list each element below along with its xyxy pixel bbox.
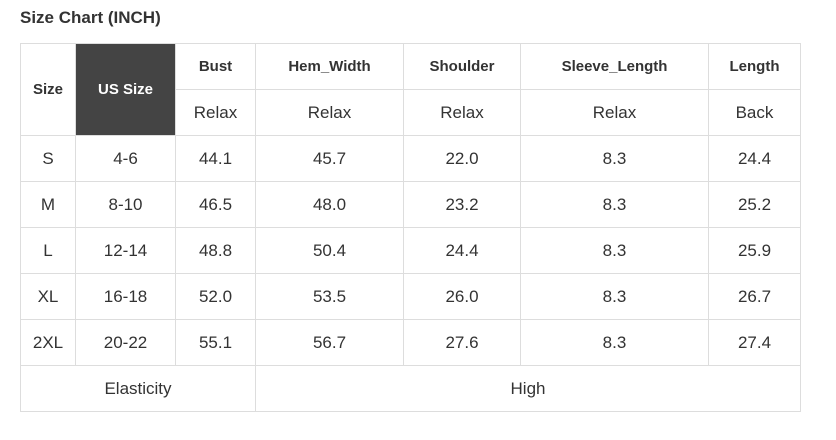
subheader-cell: Relax <box>175 89 256 136</box>
table-row: XL 16-18 52.0 53.5 26.0 8.3 26.7 <box>20 273 801 320</box>
table-cell: L <box>20 227 76 274</box>
size-table: Size US Size Bust Hem_Width Shoulder Sleeve_L… <box>20 43 801 412</box>
table-row: Elasticity High <box>20 365 801 412</box>
table-cell: 50.4 <box>255 227 404 274</box>
table-cell: 16-18 <box>75 273 176 320</box>
table-cell: 48.0 <box>255 181 404 228</box>
table-cell: M <box>20 181 76 228</box>
table-cell: 22.0 <box>403 135 521 182</box>
table-row: Size US Size Bust Hem_Width Shoulder Sleeve_L… <box>20 43 801 136</box>
table-row: 2XL 20-22 55.1 56.7 27.6 8.3 27.4 <box>20 319 801 366</box>
header-cell: US Size <box>75 43 176 136</box>
table-cell: 52.0 <box>175 273 256 320</box>
table-row: S 4-6 44.1 45.7 22.0 8.3 24.4 <box>20 135 801 182</box>
subheader-cell: Relax <box>255 89 404 136</box>
table-row: M 8-10 46.5 48.0 23.2 8.3 25.2 <box>20 181 801 228</box>
table-cell: 26.0 <box>403 273 521 320</box>
table-cell: 20-22 <box>75 319 176 366</box>
table-cell: S <box>20 135 76 182</box>
table-cell: 23.2 <box>403 181 521 228</box>
table-cell: XL <box>20 273 76 320</box>
table-cell: 55.1 <box>175 319 256 366</box>
chart-title: Size Chart (INCH) <box>20 8 161 27</box>
table-cell: 44.1 <box>175 135 256 182</box>
table-cell: 27.4 <box>708 319 801 366</box>
table-cell: 25.2 <box>708 181 801 228</box>
header-cell: Sleeve_Length <box>520 43 709 90</box>
header-cell: Bust <box>175 43 256 90</box>
table-cell: 48.8 <box>175 227 256 274</box>
header-cell: Length <box>708 43 801 90</box>
table-cell: 8.3 <box>520 135 709 182</box>
table-row: L 12-14 48.8 50.4 24.4 8.3 25.9 <box>20 227 801 274</box>
subheader-cell: Back <box>708 89 801 136</box>
table-cell: 8.3 <box>520 181 709 228</box>
table-cell: 8.3 <box>520 227 709 274</box>
table-cell: 8.3 <box>520 319 709 366</box>
header-cell: Hem_Width <box>255 43 404 90</box>
table-cell: 45.7 <box>255 135 404 182</box>
table-cell: 2XL <box>20 319 76 366</box>
table-cell: 8-10 <box>75 181 176 228</box>
table-cell: 25.9 <box>708 227 801 274</box>
subheader-cell: Relax <box>520 89 709 136</box>
table-row: Relax Relax Relax Relax Back <box>21 89 801 136</box>
table-cell: 56.7 <box>255 319 404 366</box>
header-cell: Size <box>20 43 76 136</box>
table-cell: 46.5 <box>175 181 256 228</box>
header-cell: Shoulder <box>403 43 521 90</box>
table-cell: 4-6 <box>75 135 176 182</box>
footer-cell: High <box>255 365 801 412</box>
table-cell: 12-14 <box>75 227 176 274</box>
table-cell: 8.3 <box>520 273 709 320</box>
footer-cell: Elasticity <box>20 365 256 412</box>
table-cell: 26.7 <box>708 273 801 320</box>
table-cell: 24.4 <box>708 135 801 182</box>
table-cell: 24.4 <box>403 227 521 274</box>
table-cell: 27.6 <box>403 319 521 366</box>
table-cell: 53.5 <box>255 273 404 320</box>
subheader-cell: Relax <box>403 89 521 136</box>
